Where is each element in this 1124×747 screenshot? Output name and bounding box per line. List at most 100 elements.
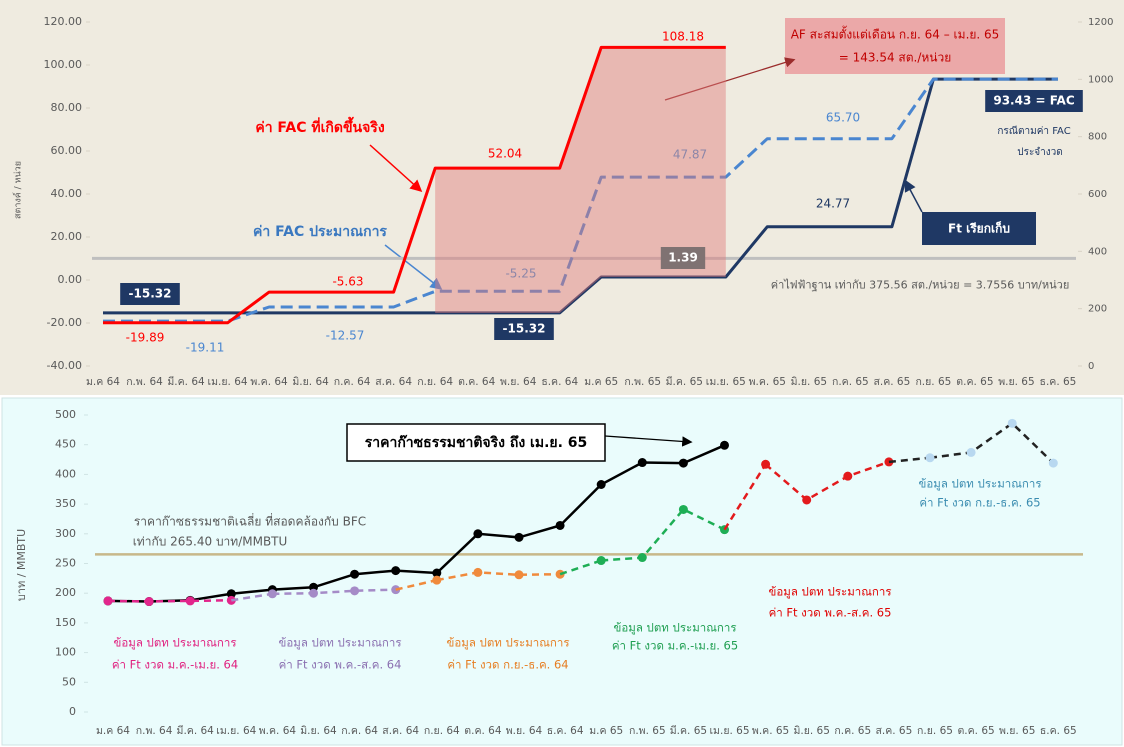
x-tick-label: พ.ค. 64 bbox=[259, 725, 297, 737]
point bbox=[432, 575, 442, 585]
y-tick-label: 100 bbox=[55, 646, 76, 659]
series-line bbox=[103, 77, 1058, 315]
y-axis-label: สตางค์ / หน่วย bbox=[12, 161, 24, 219]
point bbox=[843, 471, 853, 481]
point bbox=[678, 458, 688, 468]
y-tick-label: 250 bbox=[55, 557, 76, 570]
x-tick-label: มิ.ย. 65 bbox=[793, 725, 829, 737]
y2-tick-label: 0 bbox=[1088, 361, 1094, 372]
y-tick-label: 150 bbox=[55, 616, 76, 629]
x-tick-label: ม.ค 65 bbox=[589, 725, 623, 737]
series-line bbox=[103, 77, 1058, 323]
x-tick-label: ก.ค. 65 bbox=[834, 725, 871, 737]
y-tick-label: 350 bbox=[55, 497, 76, 510]
value-label-box bbox=[120, 283, 180, 305]
point bbox=[596, 479, 606, 489]
point bbox=[473, 567, 483, 577]
x-tick-label: ธ.ค. 64 bbox=[547, 725, 584, 737]
series-connector bbox=[231, 592, 273, 602]
y-tick-label: -20.00 bbox=[47, 316, 82, 329]
series-label: ค่า FAC ประมาณการ bbox=[253, 224, 387, 240]
point bbox=[350, 586, 360, 596]
series-line bbox=[436, 571, 561, 582]
x-tick-label: ธ.ค. 65 bbox=[1040, 725, 1077, 737]
segment-note: ค่า Ft งวด พ.ค.-ส.ค. 65 bbox=[769, 606, 892, 620]
y2-tick-label: 400 bbox=[1088, 246, 1107, 257]
x-tick-label: ก.พ. 65 bbox=[624, 376, 661, 388]
point bbox=[966, 447, 976, 457]
point bbox=[720, 440, 729, 450]
x-tick-label: พ.ย. 64 bbox=[506, 725, 543, 737]
arrow bbox=[384, 244, 443, 290]
segment-note: ข้อมูล ปตท ประมาณการ bbox=[113, 636, 236, 650]
value-label-box bbox=[494, 318, 554, 340]
series-line bbox=[103, 45, 726, 325]
x-tick-label: มิ.ย. 65 bbox=[791, 376, 827, 388]
af-note: = 143.54 สต./หน่วย bbox=[839, 51, 952, 65]
x-tick-label: เม.ย. 65 bbox=[709, 725, 749, 737]
point bbox=[226, 589, 236, 599]
y2-tick-label: 200 bbox=[1088, 304, 1107, 315]
point bbox=[555, 520, 565, 530]
callout: ราคาก๊าซธรรมชาติจริง ถึง เม.ย. 65 bbox=[365, 434, 588, 451]
series-line bbox=[601, 507, 726, 562]
x-tick-label: ก.ค. 64 bbox=[334, 376, 371, 388]
y-tick-label: 0 bbox=[69, 705, 76, 718]
value-label: -15.32 bbox=[129, 287, 172, 301]
callout-box bbox=[346, 423, 606, 462]
x-tick-label: ก.พ. 64 bbox=[126, 376, 163, 388]
x-tick-label: ธ.ค. 65 bbox=[1040, 376, 1077, 388]
y-tick-label: 300 bbox=[55, 527, 76, 540]
series-line bbox=[272, 588, 396, 596]
value-label: 108.18 bbox=[662, 30, 704, 44]
point bbox=[1048, 458, 1058, 468]
value-label: -12.57 bbox=[326, 329, 365, 343]
point bbox=[1007, 418, 1017, 428]
x-tick-label: ส.ค. 65 bbox=[873, 376, 910, 388]
x-tick-label: ก.พ. 64 bbox=[136, 725, 173, 737]
x-tick-label: มี.ค. 65 bbox=[670, 724, 707, 737]
x-tick-label: ก.ย. 65 bbox=[917, 725, 953, 737]
af-box bbox=[785, 18, 1005, 74]
segment-note: ค่า Ft งวด ก.ย.-ธ.ค. 64 bbox=[447, 658, 568, 672]
y-tick-label: 400 bbox=[55, 467, 76, 480]
value-label-box bbox=[660, 247, 706, 269]
y2-tick-label: 1200 bbox=[1088, 17, 1113, 28]
value-label: 65.70 bbox=[826, 111, 860, 125]
value-label: -19.11 bbox=[186, 341, 225, 355]
x-tick-label: ธ.ค. 64 bbox=[541, 376, 578, 388]
x-tick-label: ม.ค 64 bbox=[96, 725, 130, 737]
x-tick-label: มี.ค. 64 bbox=[167, 375, 205, 388]
arrow bbox=[664, 57, 796, 101]
series-connector bbox=[888, 456, 931, 464]
segment-note: ข้อมูล ปตท ประมาณการ bbox=[918, 477, 1041, 491]
x-tick-label: พ.ค. 64 bbox=[250, 376, 288, 388]
point bbox=[432, 568, 442, 578]
value-label: -5.25 bbox=[505, 267, 536, 281]
af-note: AF สะสมตั้งแต่เดือน ก.ย. 64 – เม.ย. 65 bbox=[791, 26, 1000, 42]
y2-tick-label: 800 bbox=[1088, 132, 1107, 143]
value-label: 93.43 = FAC bbox=[993, 94, 1074, 108]
y-tick-label: -40.00 bbox=[47, 359, 82, 372]
y-tick-label: 40.00 bbox=[51, 187, 83, 200]
y-tick-label: 200 bbox=[55, 586, 76, 599]
segment-note: ข้อมูล ปตท ประมาณการ bbox=[768, 585, 891, 599]
x-tick-label: พ.ย. 64 bbox=[500, 376, 537, 388]
x-tick-label: ก.ค. 64 bbox=[341, 725, 378, 737]
x-tick-label: ก.ค. 65 bbox=[832, 376, 869, 388]
segment-note: ข้อมูล ปตท ประมาณการ bbox=[446, 636, 569, 650]
y-tick-label: 50 bbox=[62, 675, 76, 688]
x-tick-label: ก.พ. 65 bbox=[629, 725, 666, 737]
x-tick-label: พ.ย. 65 bbox=[998, 376, 1034, 388]
point bbox=[185, 596, 195, 606]
x-tick-label: ส.ค. 64 bbox=[375, 376, 412, 388]
value-label: 1.39 bbox=[668, 251, 698, 265]
bottom-chart: บาท / MMBTU ราคาก๊าซธรรมชาติเฉลี่ย ที่สอ… bbox=[15, 408, 1083, 737]
value-label-box bbox=[985, 90, 1083, 112]
point bbox=[802, 495, 812, 505]
point bbox=[596, 556, 606, 566]
point bbox=[350, 569, 360, 579]
y2-tick-label: 1000 bbox=[1088, 74, 1113, 85]
series-connector bbox=[723, 463, 767, 531]
